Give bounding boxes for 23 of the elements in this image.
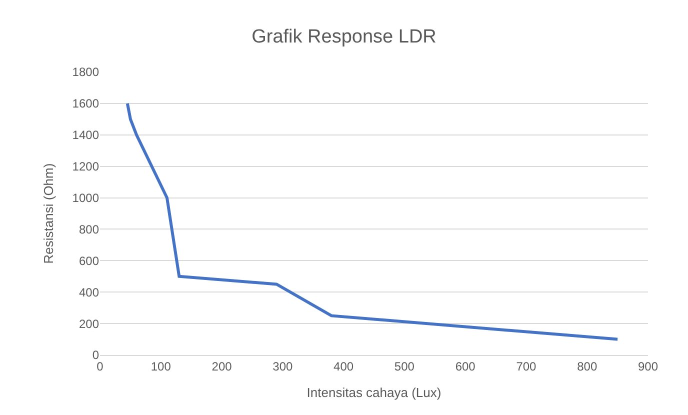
chart-title: Grafik Response LDR: [252, 26, 436, 48]
x-tick-label: 700: [516, 359, 537, 374]
x-tick-label: 300: [272, 359, 293, 374]
x-tick-label: 100: [150, 359, 172, 374]
y-tick-label: 400: [78, 285, 100, 300]
x-tick-label: 400: [334, 359, 354, 374]
y-tick-label: 1000: [72, 190, 100, 205]
y-tick-label: 600: [78, 254, 100, 268]
line-series: [126, 102, 620, 341]
y-tick-label: 1400: [72, 128, 100, 142]
y-tick-label: 1200: [72, 160, 100, 174]
x-tick-label: 600: [455, 359, 476, 374]
y-tick-label: 800: [78, 222, 100, 236]
x-tick-label: 200: [212, 359, 232, 374]
y-tick-label: 0: [92, 348, 100, 362]
x-axis-title: Intensitas cahaya (Lux): [306, 385, 442, 400]
y-tick-label: 1600: [72, 96, 100, 111]
y-tick-label: 1800: [72, 65, 100, 80]
y-tick-label: 200: [78, 316, 100, 331]
x-tick-label: 500: [394, 359, 415, 374]
y-axis-title: Resistansi (Ohm): [41, 163, 56, 264]
x-tick-label: 800: [577, 359, 598, 374]
x-tick-label: 900: [638, 359, 658, 374]
